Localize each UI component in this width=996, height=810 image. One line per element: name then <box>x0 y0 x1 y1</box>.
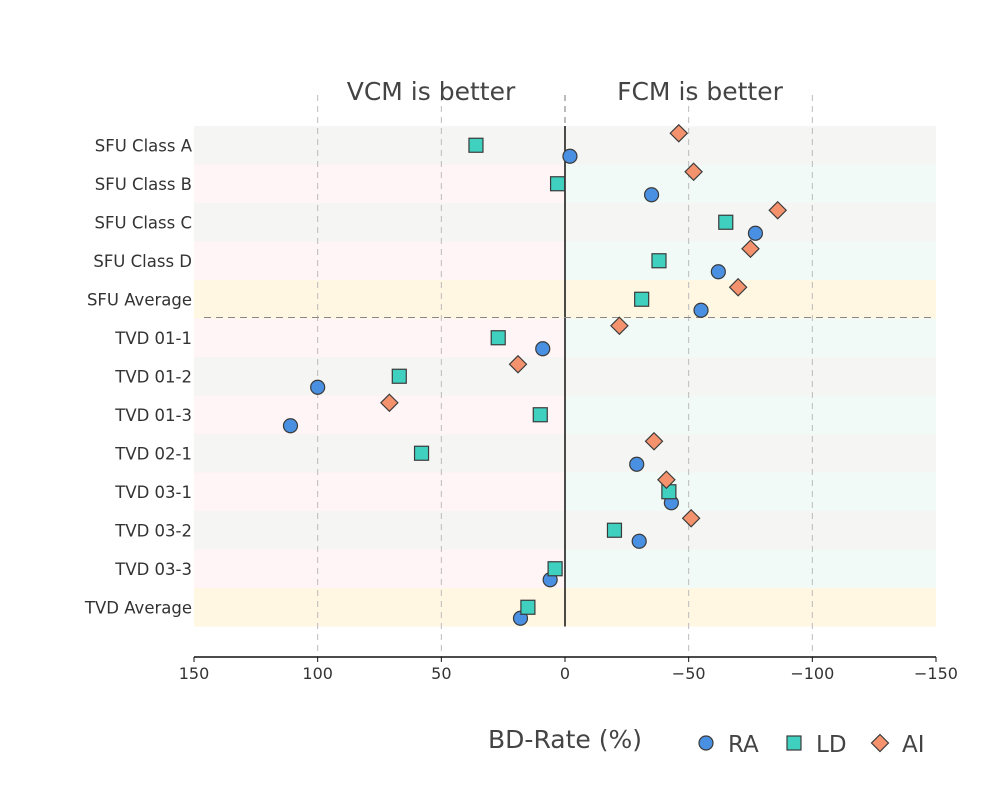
data-point-ld <box>661 484 677 500</box>
data-point-ra <box>643 187 660 203</box>
data-point-ra <box>629 456 645 472</box>
region-label-vcm: VCM is better <box>347 77 516 106</box>
data-point-ld <box>490 330 506 346</box>
region-labels: VCM is better FCM is better <box>347 77 784 106</box>
x-axis: 150 100 50 0 −50 −100 −150 <box>179 656 958 683</box>
row-label: TVD 01-3 <box>114 406 192 425</box>
data-point-ld <box>391 368 407 384</box>
data-point-ra <box>631 533 647 549</box>
row-band-left <box>194 395 565 434</box>
row-label: SFU Average <box>87 290 192 309</box>
legend-label-ra: RA <box>728 732 759 758</box>
x-tick-label: −150 <box>914 664 958 683</box>
legend-marker-ai <box>870 733 890 753</box>
row-label: TVD Average <box>84 598 192 617</box>
x-axis-title: BD-Rate (%) <box>488 725 642 754</box>
data-point-ra <box>747 225 764 241</box>
x-tick-label: 0 <box>560 664 570 683</box>
legend-label-ld: LD <box>816 732 847 758</box>
row-band-left <box>194 318 565 357</box>
data-point-ai <box>508 354 528 374</box>
row-band-right <box>565 472 936 511</box>
data-point-ld <box>532 407 548 423</box>
x-tick-label: 100 <box>302 664 333 683</box>
row-band-right <box>565 164 936 203</box>
data-point-ai <box>657 470 676 490</box>
data-point-ld <box>718 214 734 230</box>
data-point-ld <box>549 176 566 192</box>
data-point-ai <box>669 123 689 143</box>
data-point-ai <box>768 200 788 220</box>
row-band-left <box>194 241 565 280</box>
data-point-ld <box>413 445 430 461</box>
legend-label-ai: AI <box>902 732 925 758</box>
data-point-ai <box>741 239 760 259</box>
data-point-ra <box>310 379 326 395</box>
region-label-fcm: FCM is better <box>617 77 784 106</box>
row-labels: SFU Class A SFU Class B SFU Class C SFU Cla… <box>84 136 193 617</box>
data-point-ai <box>610 316 629 336</box>
data-point-ld <box>520 599 536 615</box>
x-tick-label: −50 <box>672 664 706 683</box>
row-label: SFU Class A <box>95 136 193 155</box>
row-label: TVD 02-1 <box>114 444 192 463</box>
row-label: TVD 01-2 <box>114 367 192 386</box>
data-point-ra <box>562 148 578 164</box>
data-point-ai <box>380 393 399 413</box>
row-band-right <box>565 395 936 434</box>
data-point-ra <box>282 418 299 434</box>
x-tick-label: 150 <box>179 664 210 683</box>
row-label: TVD 03-3 <box>114 560 192 579</box>
data-point-ld <box>547 561 563 577</box>
legend-marker-ld <box>786 735 802 751</box>
x-tick-label: 50 <box>431 664 451 683</box>
legend-marker-ra <box>698 735 714 751</box>
row-label: TVD 03-2 <box>114 521 192 540</box>
data-point-ld <box>606 522 623 538</box>
data-point-ra <box>710 264 726 280</box>
data-points <box>282 123 788 626</box>
data-point-ai <box>728 277 748 297</box>
row-band-left <box>194 164 565 203</box>
row-band-right <box>565 549 936 588</box>
data-point-ai <box>644 431 664 451</box>
data-point-ai <box>684 162 703 182</box>
row-band-left <box>194 472 565 511</box>
data-point-ra <box>535 341 551 357</box>
row-label: TVD 01-1 <box>114 329 192 348</box>
data-point-ld <box>468 137 484 153</box>
row-band-left <box>194 549 565 588</box>
data-point-ld <box>651 253 667 269</box>
data-point-ra <box>693 302 709 318</box>
legend: RA LD AI <box>698 732 925 758</box>
x-tick-label: −100 <box>790 664 834 683</box>
row-label: SFU Class C <box>95 213 192 232</box>
data-point-ai <box>681 508 701 528</box>
row-label: SFU Class D <box>93 252 192 271</box>
row-label: TVD 03-1 <box>114 483 192 502</box>
data-point-ld <box>634 291 650 307</box>
row-label: SFU Class B <box>95 175 192 194</box>
